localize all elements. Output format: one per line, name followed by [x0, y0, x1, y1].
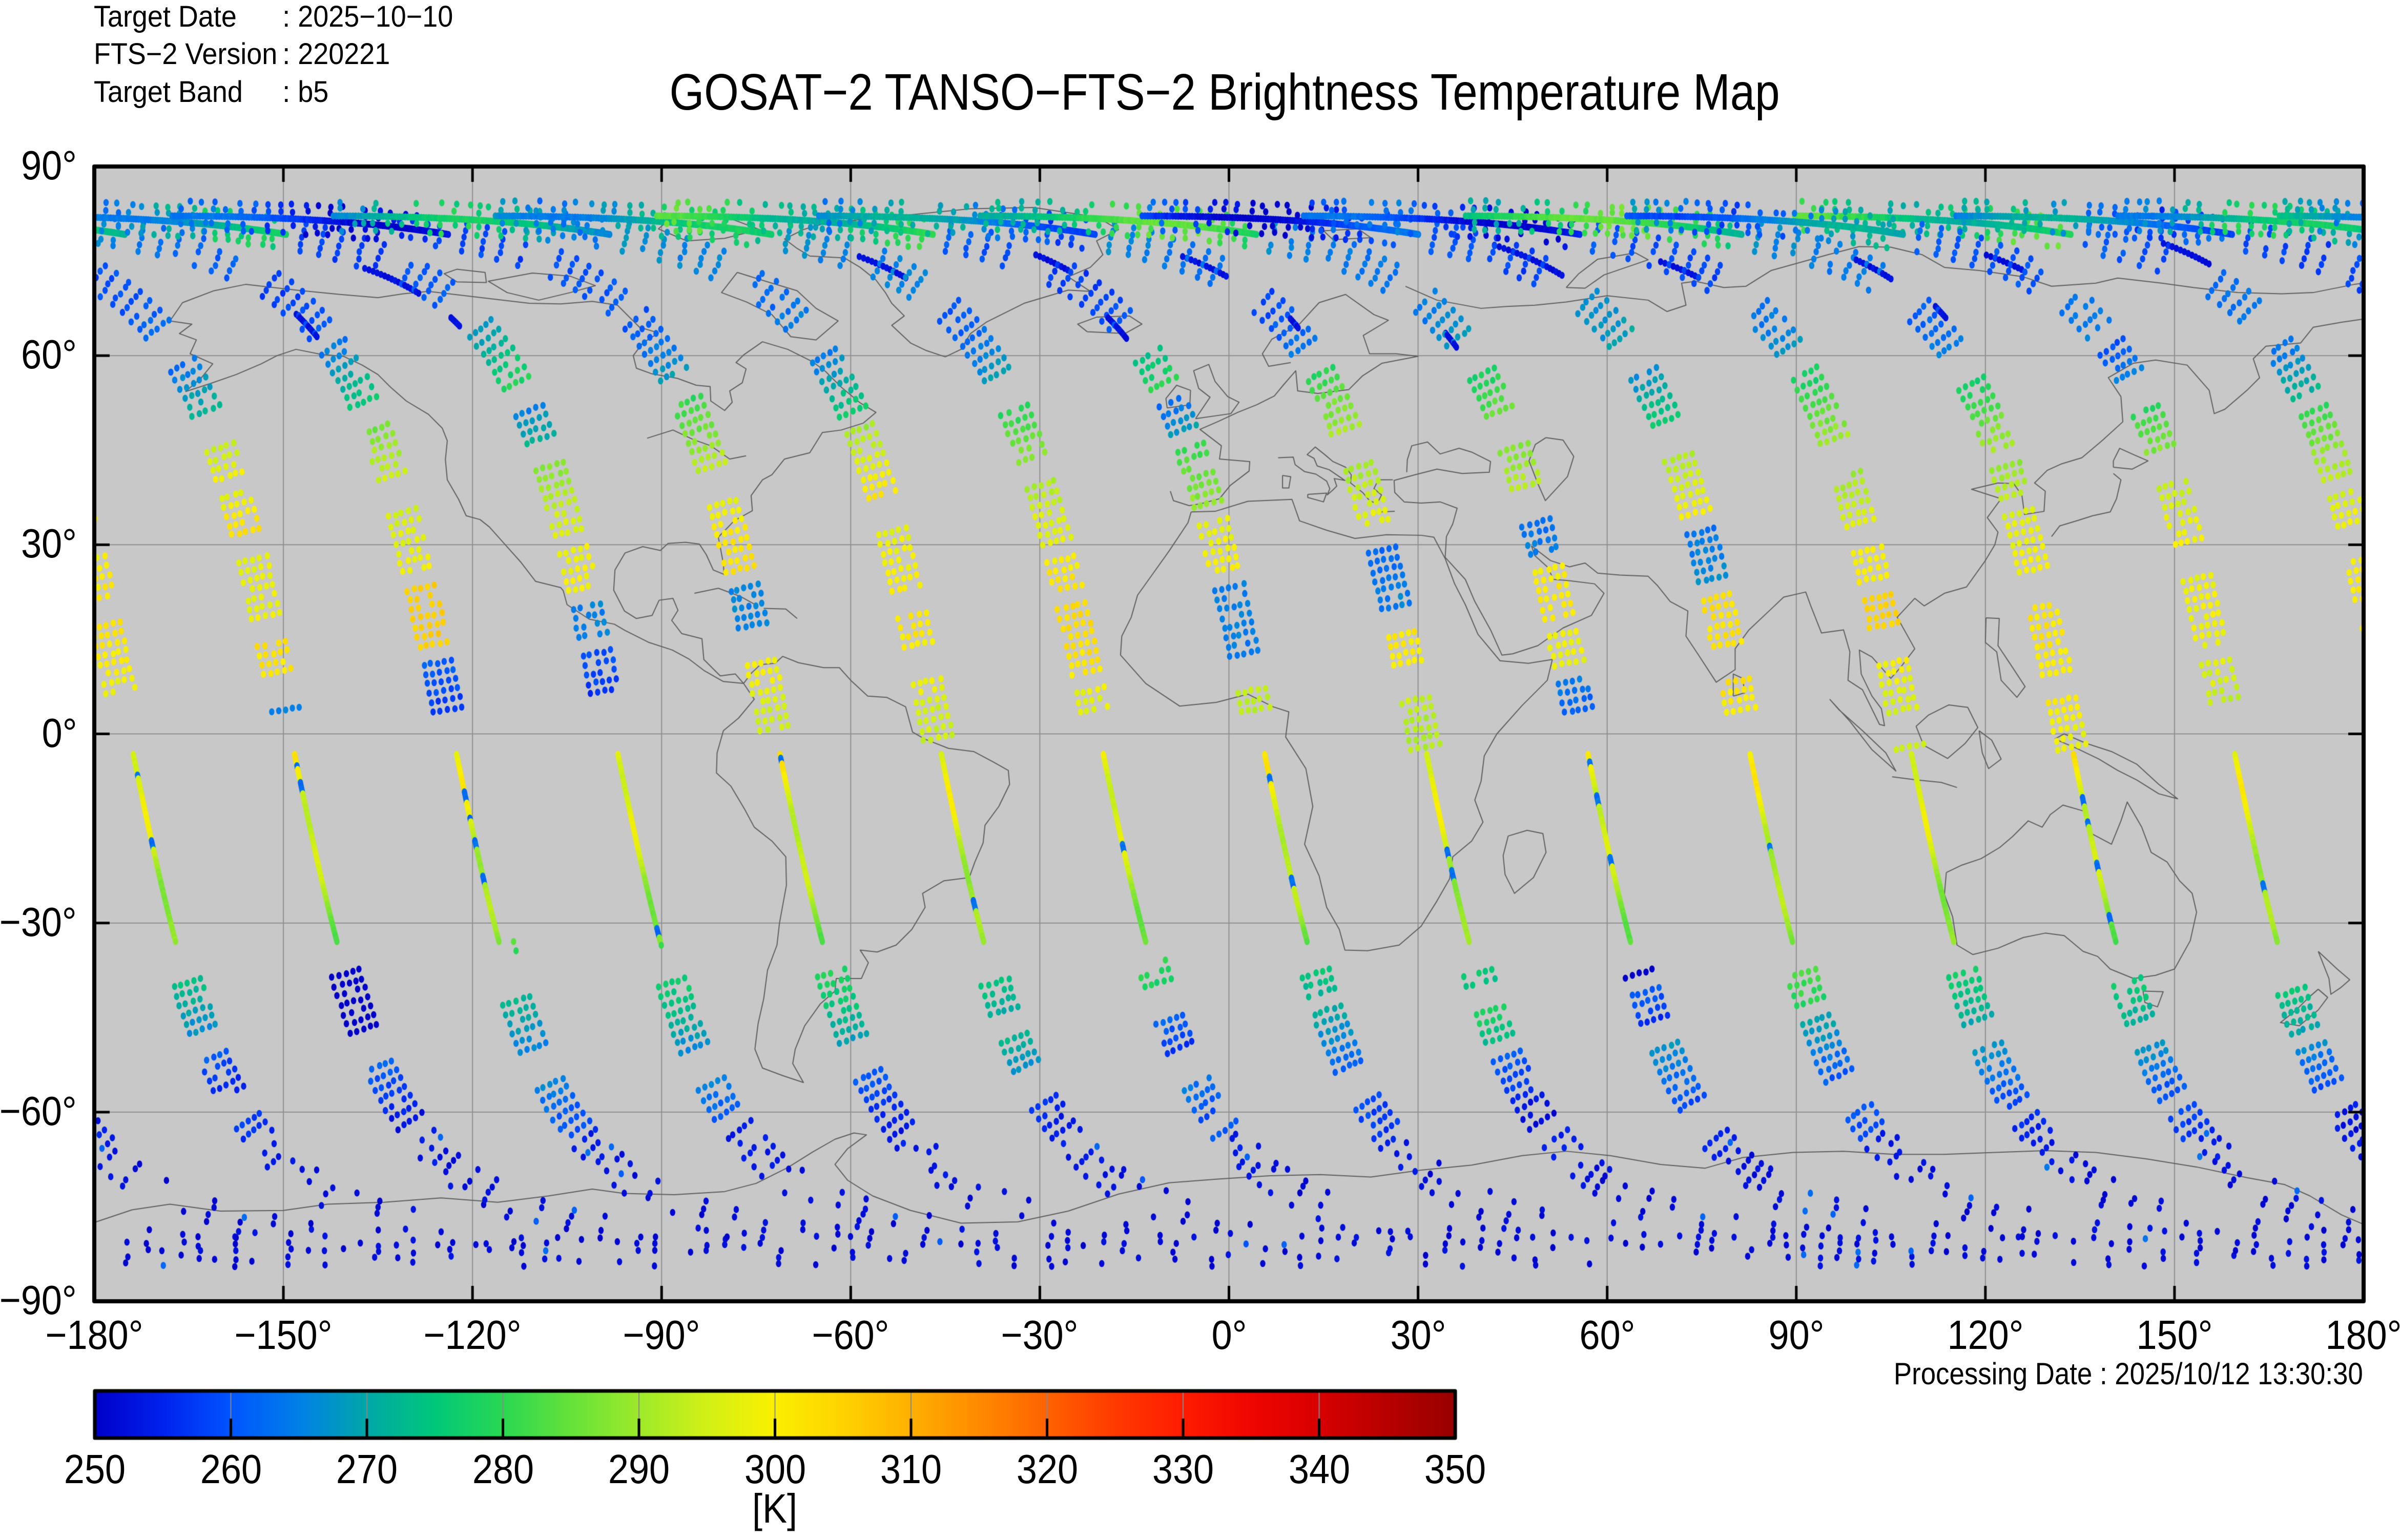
- x-tick-label: 150°: [2136, 1312, 2213, 1358]
- fts2-version-value: 220221: [298, 37, 390, 71]
- colorbar-tick-label: 290: [608, 1446, 670, 1492]
- target-band-label: Target Band: [94, 75, 243, 109]
- header-row-target-date: Target Date: 2025−10−10: [94, 2, 453, 32]
- y-tick-label: −90°: [0, 1277, 77, 1323]
- target-band-value: b5: [298, 75, 329, 109]
- colon-separator: :: [282, 0, 298, 33]
- colorbar-tick-label: 330: [1152, 1446, 1214, 1492]
- x-tick-label: 120°: [1947, 1312, 2024, 1358]
- colon-separator: :: [282, 37, 298, 71]
- x-tick-label: 60°: [1579, 1312, 1636, 1358]
- x-tick-label: 30°: [1390, 1312, 1446, 1358]
- target-date-label: Target Date: [94, 0, 237, 33]
- y-tick-label: 0°: [42, 710, 77, 756]
- colorbar-unit-label: [K]: [752, 1486, 798, 1531]
- x-tick-label: −120°: [423, 1312, 522, 1358]
- x-tick-label: 180°: [2325, 1312, 2400, 1358]
- colorbar-tick-label: 320: [1016, 1446, 1078, 1492]
- target-date-value: 2025−10−10: [298, 0, 453, 33]
- header-row-fts2-version: FTS−2 Version: 220221: [94, 39, 390, 69]
- x-tick-label: −180°: [45, 1312, 143, 1358]
- x-tick-label: 0°: [1211, 1312, 1247, 1358]
- colon-separator: :: [282, 75, 298, 109]
- y-tick-label: 90°: [21, 142, 77, 188]
- colorbar-tick-label: 270: [336, 1446, 398, 1492]
- colorbar-tick-label: 250: [64, 1446, 126, 1492]
- header-row-target-band: Target Band: b5: [94, 77, 328, 107]
- colorbar-tick-label: 260: [200, 1446, 262, 1492]
- y-tick-label: 60°: [21, 331, 77, 378]
- colorbar-tick-label: 310: [880, 1446, 942, 1492]
- colorbar-tick-label: 340: [1288, 1446, 1350, 1492]
- x-tick-label: −90°: [623, 1312, 700, 1358]
- plot-title: GOSAT−2 TANSO−FTS−2 Brightness Temperatu…: [669, 64, 1780, 121]
- x-tick-label: 90°: [1768, 1312, 1825, 1358]
- y-tick-label: −60°: [0, 1088, 77, 1134]
- colorbar-tick-label: 300: [744, 1446, 806, 1492]
- x-tick-label: −60°: [812, 1312, 889, 1358]
- colorbar-tick-label: 350: [1424, 1446, 1486, 1492]
- x-tick-label: −150°: [234, 1312, 333, 1358]
- y-tick-label: 30°: [21, 521, 77, 567]
- processing-date: Processing Date : 2025/10/12 13:30:30: [1894, 1357, 2363, 1391]
- colorbar-tick-label: 280: [472, 1446, 534, 1492]
- x-tick-label: −30°: [1001, 1312, 1079, 1358]
- y-tick-label: −30°: [0, 899, 77, 945]
- fts2-version-label: FTS−2 Version: [94, 37, 278, 71]
